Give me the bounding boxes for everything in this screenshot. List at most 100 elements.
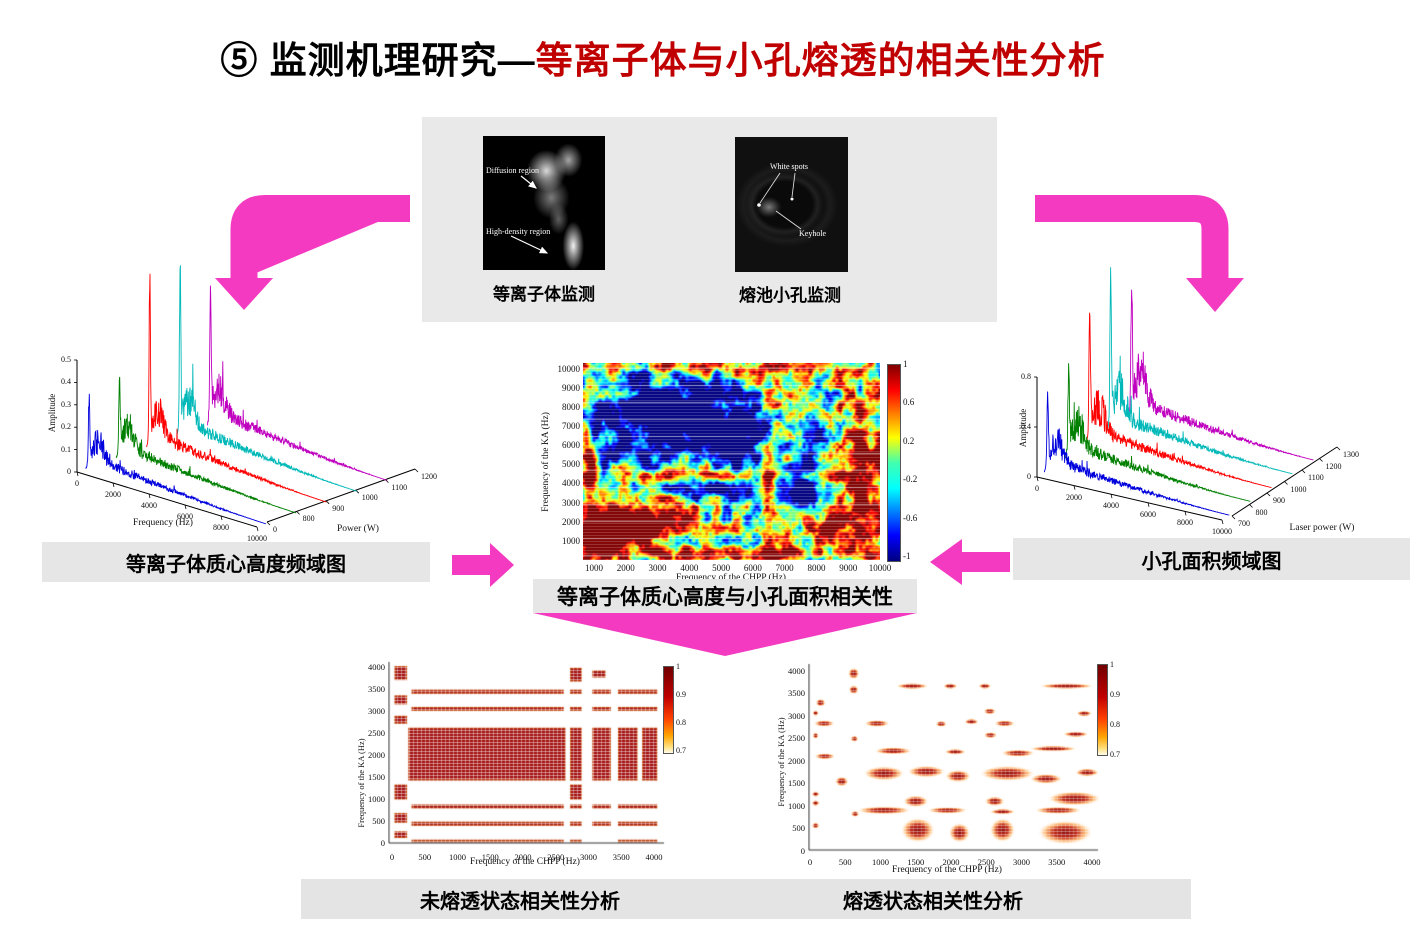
axis-line (1336, 446, 1341, 451)
hot-colorbar-left (663, 666, 674, 754)
bottom-left-xlabel: Frequency of the CHPP (Hz) (470, 857, 580, 867)
ytick-label: 3500 (788, 688, 805, 698)
axis-line (266, 521, 271, 526)
heatmap-colorbar-tick: 0.2 (903, 435, 915, 446)
spectrum-trace (85, 393, 267, 525)
xtick-label: 3500 (612, 852, 630, 862)
keyhole-caption: 熔池小孔监测 (739, 286, 841, 305)
ytick-label: 1000 (368, 793, 385, 804)
title-highlight: 等离子体与小孔熔透的相关性分析 (535, 40, 1106, 81)
xtick-label: 2500 (547, 852, 565, 862)
axis-line (1231, 515, 1236, 520)
plasma-waterfall-plot (74, 265, 419, 532)
freq-tick-label: 8000 (1177, 518, 1193, 528)
correlation-heatmap-canvas (583, 363, 880, 560)
plasma-spectrum-waterfall-chart: Amplitude Frequency (Hz) Power (W) 0 0.1 0… (35, 265, 437, 543)
heatmap-xtick: 8000 (807, 563, 826, 573)
colorbar-tick: 0.7 (676, 746, 686, 755)
jet-colorbar (887, 364, 901, 562)
ytick-label: 3500 (368, 683, 385, 694)
ytick-label: 4000 (368, 661, 385, 672)
power-tick-label: 1100 (1308, 473, 1324, 482)
axis-line (266, 468, 416, 523)
heatmap-xtick: 5000 (712, 563, 731, 573)
plasma-monitor-image: Diffusion region High-density region (483, 136, 605, 270)
heatmap-colorbar-tick: 1 (903, 359, 908, 369)
ytick-label: 2000 (788, 755, 805, 766)
axis-line (414, 468, 419, 473)
heatmap-colorbar-tick: -0.6 (903, 512, 918, 523)
left-waterfall-xlabel: Frequency (Hz) (133, 518, 193, 528)
freq-tick-label: 2000 (1066, 492, 1082, 502)
axis-line (148, 493, 151, 499)
xtick-label: 4000 (1083, 857, 1101, 867)
spectrum-trace (1043, 391, 1230, 516)
power-tick-label: 800 (1255, 507, 1268, 517)
bottom-left-chart-label: 未熔透状态相关性分析 (420, 890, 620, 913)
ytick-label: 0 (800, 845, 805, 856)
colorbar-tick: 0.9 (676, 690, 686, 699)
annotation-high-density-region: High-density region (486, 227, 551, 236)
power-tick-label: 1000 (361, 493, 378, 503)
ytick-label: 3000 (368, 705, 385, 716)
xtick-label: 2000 (514, 852, 532, 862)
amp-tick-label: 0 (1027, 472, 1031, 481)
monitoring-panel: Diffusion region High-density region 等离子… (422, 117, 997, 322)
power-tick-label: 1000 (1290, 484, 1307, 494)
amp-tick-label: 0 (67, 467, 71, 476)
heatmap-ytick: 2000 (562, 516, 580, 527)
spectrum-trace (146, 273, 327, 503)
colorbar-tick: 0.8 (1110, 720, 1120, 729)
axis-line (1221, 519, 1224, 525)
xtick-label: 1500 (481, 852, 499, 862)
heatmap-ytick: 5000 (562, 459, 580, 470)
keyhole-spectrum-waterfall-chart: Amplitude Laser power (W) 0 0.4 0.8 0 2000 40… (1015, 267, 1427, 542)
amp-tick-label: 0.3 (61, 399, 71, 409)
power-tick-label: 900 (332, 503, 345, 513)
heatmap-colorbar-tick: 0.6 (903, 397, 915, 408)
xtick-label: 500 (838, 857, 852, 867)
bottom-labels-bar: 未熔透状态相关性分析 熔透状态相关性分析 (301, 879, 1191, 919)
keyhole-monitor-image: White spots Keyhole (735, 137, 848, 272)
power-tick-label: 1200 (1325, 461, 1342, 471)
annotation-white-spots: White spots (770, 162, 808, 171)
title-prefix: ⑤ 监测机理研究— (220, 40, 536, 81)
unpenetrated-correlation-canvas (388, 660, 666, 848)
heatmap-xtick: 6000 (743, 563, 762, 573)
axis-line (184, 504, 187, 510)
freq-tick-label: 0 (75, 479, 79, 488)
xtick-label: 2000 (942, 857, 960, 867)
unpenetrated-correlation-chart: Frequency of the KA (Hz) Frequency of th… (350, 650, 690, 875)
block-arrow-left-icon (930, 539, 1010, 585)
axis-line (76, 471, 79, 477)
xtick-label: 1000 (449, 852, 466, 862)
heatmap-ytick: 10000 (557, 363, 581, 374)
heatmap-xtick: 3000 (648, 563, 667, 573)
heatmap-xtick: 9000 (839, 563, 858, 573)
freq-tick-label: 8000 (213, 523, 229, 532)
axis-line (1266, 492, 1271, 497)
heatmap-ytick: 3000 (562, 497, 580, 508)
power-tick-label: 700 (1238, 519, 1250, 528)
axis-line (256, 526, 259, 532)
freq-tick-label: 10000 (247, 534, 267, 543)
amp-tick-label: 0.5 (61, 355, 71, 364)
axis-line (1036, 476, 1039, 482)
axis-line (76, 471, 258, 528)
center-chart-label: 等离子体质心高度与小孔面积相关性 (557, 586, 893, 609)
colorbar-tick: 0.7 (1110, 750, 1120, 759)
keyhole-waterfall-plot (1034, 267, 1341, 525)
freq-tick-label: 10000 (1212, 527, 1232, 536)
spectrum-trace (115, 376, 297, 514)
plasma-caption: 等离子体监测 (493, 285, 595, 304)
elbow-arrow-right-icon (1035, 195, 1244, 312)
heatmap-ytick: 9000 (562, 382, 580, 393)
heatmap-xtick: 7000 (775, 563, 794, 573)
heatmap-ytick: 6000 (562, 440, 580, 451)
plasma-annotation-arrows (510, 175, 549, 254)
ytick-label: 1500 (788, 778, 805, 788)
heatmap-xtick: 1000 (585, 563, 603, 573)
ytick-label: 2500 (788, 733, 805, 743)
annotation-keyhole: Keyhole (799, 229, 827, 238)
heatmap-ytick: 7000 (562, 421, 580, 432)
